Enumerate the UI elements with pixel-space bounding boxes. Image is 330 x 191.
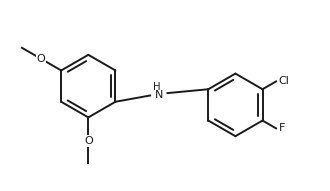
Text: O: O — [37, 54, 45, 64]
Text: Cl: Cl — [279, 76, 289, 86]
Text: F: F — [279, 123, 285, 133]
Text: H: H — [153, 82, 160, 92]
Text: N: N — [154, 91, 163, 100]
Text: O: O — [84, 136, 93, 146]
